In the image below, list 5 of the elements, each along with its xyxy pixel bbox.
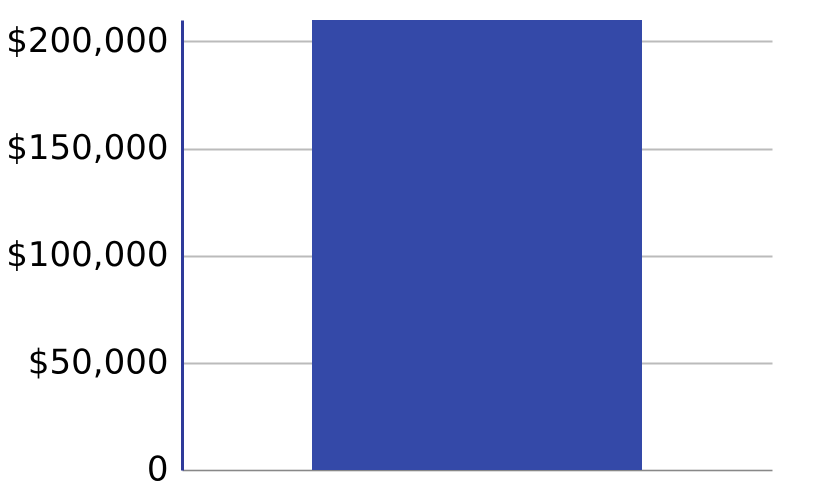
y-tick-label: $100,000 [6,235,168,276]
y-tick-label: $50,000 [28,342,168,382]
y-tick-label: $150,000 [6,128,168,168]
y-tick-label: 0 [146,450,168,490]
y-tick-label: $200,000 [6,20,168,61]
